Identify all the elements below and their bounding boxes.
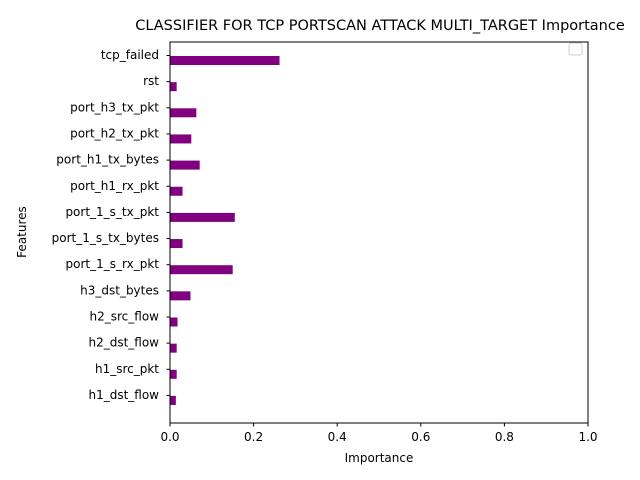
bar-h2_src_flow [170,317,178,327]
y-tick-label: port_h1_rx_pkt [70,179,159,193]
x-tick-label: 0.4 [328,430,347,444]
x-tick-label: 1.0 [578,430,597,444]
y-tick-label: h3_dst_bytes [80,283,159,297]
bar-port_1_s_tx_pkt [170,212,235,222]
bar-rst [170,82,177,92]
chart-title: CLASSIFIER FOR TCP PORTSCAN ATTACK MULTI… [135,18,625,34]
bar-port_h3_tx_pkt [170,108,197,118]
x-tick-label: 0.2 [244,430,263,444]
bar-port_h2_tx_pkt [170,134,192,144]
y-tick-label: port_h1_tx_bytes [56,153,159,167]
x-tick-label: 0.6 [411,430,430,444]
y-tick-label: tcp_failed [101,48,159,62]
y-tick-label: h2_src_flow [90,310,160,324]
x-axis-ticks: 0.0 0.2 0.4 0.6 0.8 1.0 [160,423,598,444]
y-tick-label: port_1_s_rx_pkt [66,257,160,271]
legend-box [568,42,583,56]
y-tick-label: h1_dst_flow [88,388,159,402]
bar-h1_dst_flow [170,395,176,405]
y-tick-label: port_h3_tx_pkt [70,100,159,114]
bar-tcp_failed [170,56,280,65]
y-axis-label: Features [15,206,29,258]
bar-h2_dst_flow [170,343,177,353]
y-tick-label: h2_dst_flow [88,336,159,350]
bar-h3_dst_bytes [170,291,191,301]
y-tick-label: port_1_s_tx_pkt [65,205,159,219]
x-tick-label: 0.0 [160,430,179,444]
x-axis-label: Importance [345,451,414,465]
bar-port_h1_tx_bytes [170,160,200,170]
bar-port_1_s_rx_pkt [170,265,233,275]
y-tick-label: h1_src_pkt [95,362,159,376]
bar-h1_src_pkt [170,369,177,379]
bar-port_1_s_tx_bytes [170,239,183,249]
y-tick-label: port_h2_tx_pkt [70,126,159,140]
bar-port_h1_rx_pkt [170,186,183,196]
bars-group [170,56,280,405]
x-tick-label: 0.8 [495,430,514,444]
y-tick-label: rst [143,74,159,88]
y-tick-label: port_1_s_tx_bytes [52,231,159,245]
plot-frame [169,41,589,424]
